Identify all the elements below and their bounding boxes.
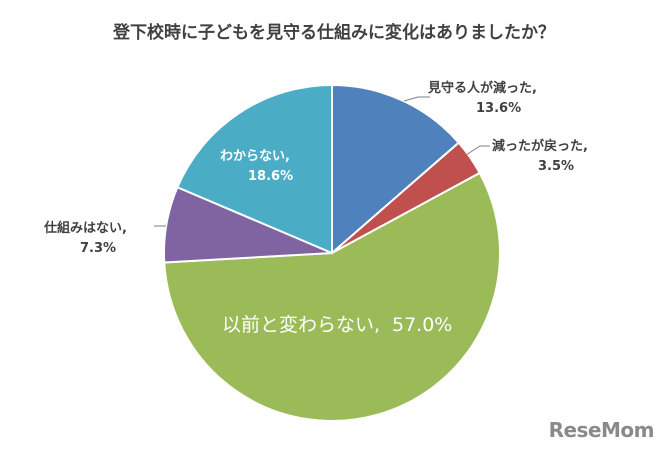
label-unknown-value: 18.6% xyxy=(248,169,293,184)
label-no-system-value: 7.3% xyxy=(80,241,116,256)
label-no-system-name: 仕組みはない, xyxy=(43,220,127,236)
pie-slice-0 xyxy=(331,83,461,256)
resemom-logo: ReseMom xyxy=(548,418,655,442)
label-decreased-name: 見守る人が減った, xyxy=(427,80,537,96)
label-unchanged-value: 57.0% xyxy=(392,314,452,336)
label-unknown-name: わからない, xyxy=(220,149,290,164)
label-decreased-value: 13.6% xyxy=(476,101,521,116)
label-restored-value: 3.5% xyxy=(538,159,574,174)
label-unchanged-name: 以前と変わらない, xyxy=(222,314,380,336)
label-restored-name: 減ったが戻った, xyxy=(492,138,588,154)
pie-slice-4 xyxy=(176,83,333,255)
pie-slice-2 xyxy=(163,171,501,422)
leader-line-decreased xyxy=(403,96,430,102)
chart-title: 登下校時に子どもを見守る仕組みに変化はありましたか？ xyxy=(112,22,555,43)
leader-line-restored xyxy=(465,145,490,156)
